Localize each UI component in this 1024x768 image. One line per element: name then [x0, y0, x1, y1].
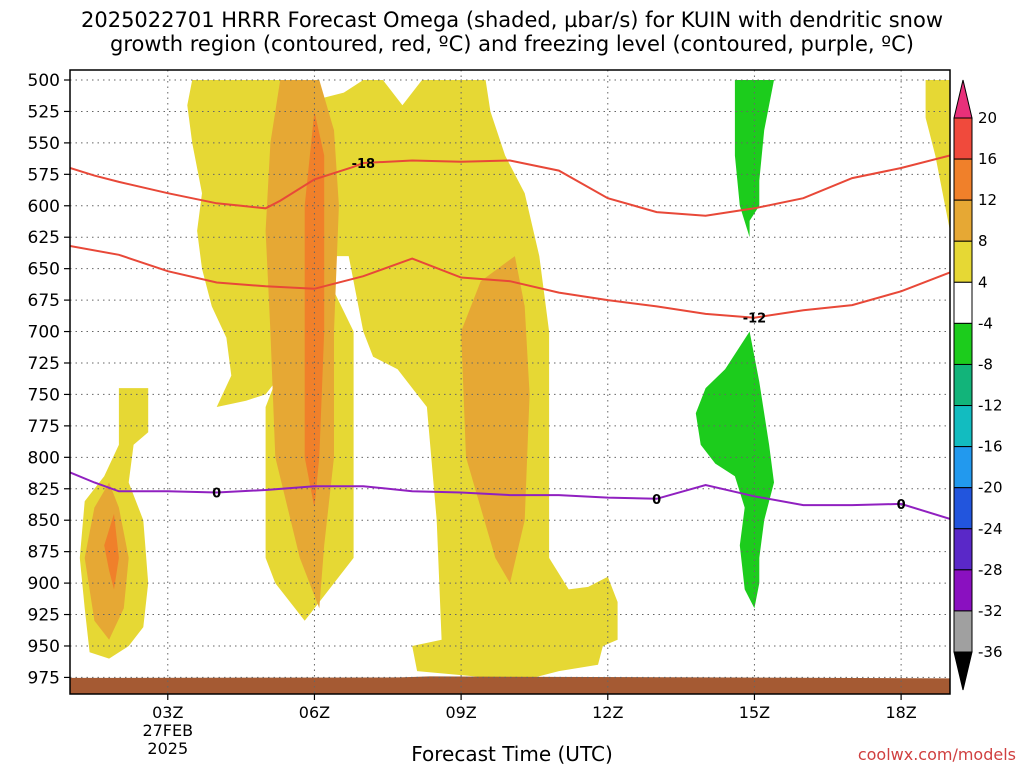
- y-tick-label-500: 500: [28, 71, 60, 91]
- colorbar: 20 16 12 8 4 -4 -8 -12 -16 -20 -24 -28 -32 -36: [953, 79, 1003, 691]
- y-tick-label-550: 550: [28, 134, 60, 154]
- colorbar-bin-3: [953, 199, 973, 242]
- contour-label-2-0: 0: [212, 487, 221, 502]
- y-tick-label-925: 925: [28, 606, 60, 626]
- colorbar-top-triangle: [953, 79, 973, 119]
- y-tick-label-875: 875: [28, 543, 60, 563]
- x-tick-label-06Z: 06Z: [299, 703, 330, 722]
- watermark: coolwx.com/models: [857, 745, 1016, 764]
- contour-layer: -18 -12 0 0 0: [70, 154, 950, 520]
- y-tick-label-725: 725: [28, 354, 60, 374]
- y-tick-label-525: 525: [28, 102, 60, 122]
- y-tick-label-575: 575: [28, 165, 60, 185]
- omega-region-6: [84, 482, 129, 640]
- colorbar-bin-10: [953, 487, 973, 530]
- colorbar-label-12: -32: [978, 602, 1003, 620]
- y-tick-label-750: 750: [28, 385, 60, 405]
- y-tick-label-650: 650: [28, 260, 60, 280]
- omega-shading-layer: [79, 80, 950, 682]
- y-tick-label-625: 625: [28, 228, 60, 248]
- omega-region-7: [304, 111, 325, 508]
- colorbar-label-5: -4: [978, 314, 993, 332]
- contour-label-2-1: 0: [652, 493, 661, 508]
- colorbar-bin-12: [953, 569, 973, 612]
- chart-title-line-2: growth region (contoured, red, ºC) and f…: [110, 32, 914, 56]
- contour-line-1: [70, 245, 950, 319]
- colorbar-bin-7: [953, 363, 973, 407]
- y-tick-label-800: 800: [28, 448, 60, 468]
- colorbar-bin-13: [953, 610, 973, 653]
- y-axis: 500 525 550 575 600 625 650 675 700 725 750 775 800 8…: [28, 71, 70, 688]
- colorbar-label-11: -28: [978, 561, 1003, 579]
- omega-region-8: [104, 513, 119, 590]
- contour-label-0-0: -18: [352, 157, 376, 172]
- terrain-layer: [70, 676, 950, 694]
- colorbar-label-6: -8: [978, 355, 993, 373]
- y-tick-label-975: 975: [28, 668, 60, 688]
- x-tick-label-09Z: 09Z: [445, 703, 476, 722]
- colorbar-label-1: 16: [978, 150, 997, 168]
- x-tick-label-18Z: 18Z: [885, 703, 916, 722]
- omega-region-3: [925, 80, 950, 231]
- colorbar-label-9: -20: [978, 479, 1003, 497]
- x-tick-label-15Z: 15Z: [739, 703, 770, 722]
- colorbar-label-13: -36: [978, 643, 1003, 661]
- y-tick-label-600: 600: [28, 197, 60, 217]
- contour-line-2: [70, 471, 950, 520]
- y-tick-label-700: 700: [28, 323, 60, 343]
- y-tick-label-825: 825: [28, 480, 60, 500]
- y-tick-label-675: 675: [28, 291, 60, 311]
- y-tick-label-850: 850: [28, 511, 60, 531]
- colorbar-bottom-triangle: [953, 651, 973, 691]
- colorbar-bin-6: [953, 322, 973, 365]
- x-tick-label-12Z: 12Z: [592, 703, 623, 722]
- omega-region-5: [461, 256, 530, 584]
- x-tick-year: 2025: [147, 739, 188, 758]
- x-axis-label: Forecast Time (UTC): [411, 742, 613, 766]
- colorbar-bin-1: [953, 117, 973, 160]
- colorbar-label-0: 20: [978, 109, 997, 127]
- colorbar-bin-4: [953, 240, 973, 283]
- plot-frame: [69, 69, 951, 695]
- x-tick-label-03Z: 03Z: [152, 703, 183, 722]
- contour-label-1-0: -12: [743, 312, 767, 327]
- colorbar-label-3: 8: [978, 232, 988, 250]
- colorbar-bin-9: [953, 446, 973, 489]
- y-tick-label-950: 950: [28, 637, 60, 657]
- x-tick-date: 27FEB: [142, 721, 193, 740]
- colorbar-label-4: 4: [978, 273, 988, 291]
- chart-title-line-1: 2025022701 HRRR Forecast Omega (shaded, …: [80, 8, 943, 32]
- colorbar-bin-8: [953, 405, 973, 448]
- contour-label-2-2: 0: [897, 498, 906, 513]
- grid-layer: [70, 70, 950, 694]
- colorbar-label-8: -16: [978, 438, 1003, 456]
- colorbar-label-7: -12: [978, 397, 1003, 415]
- colorbar-bin-5: [953, 281, 973, 324]
- colorbar-label-2: 12: [978, 191, 997, 209]
- omega-region-10: [695, 331, 774, 609]
- contour-line-0: [70, 154, 950, 217]
- terrain-band: [70, 676, 950, 694]
- colorbar-bin-11: [953, 528, 973, 571]
- colorbar-label-10: -24: [978, 520, 1003, 538]
- colorbar-bin-2: [953, 158, 973, 201]
- y-tick-label-775: 775: [28, 417, 60, 437]
- y-tick-label-900: 900: [28, 574, 60, 594]
